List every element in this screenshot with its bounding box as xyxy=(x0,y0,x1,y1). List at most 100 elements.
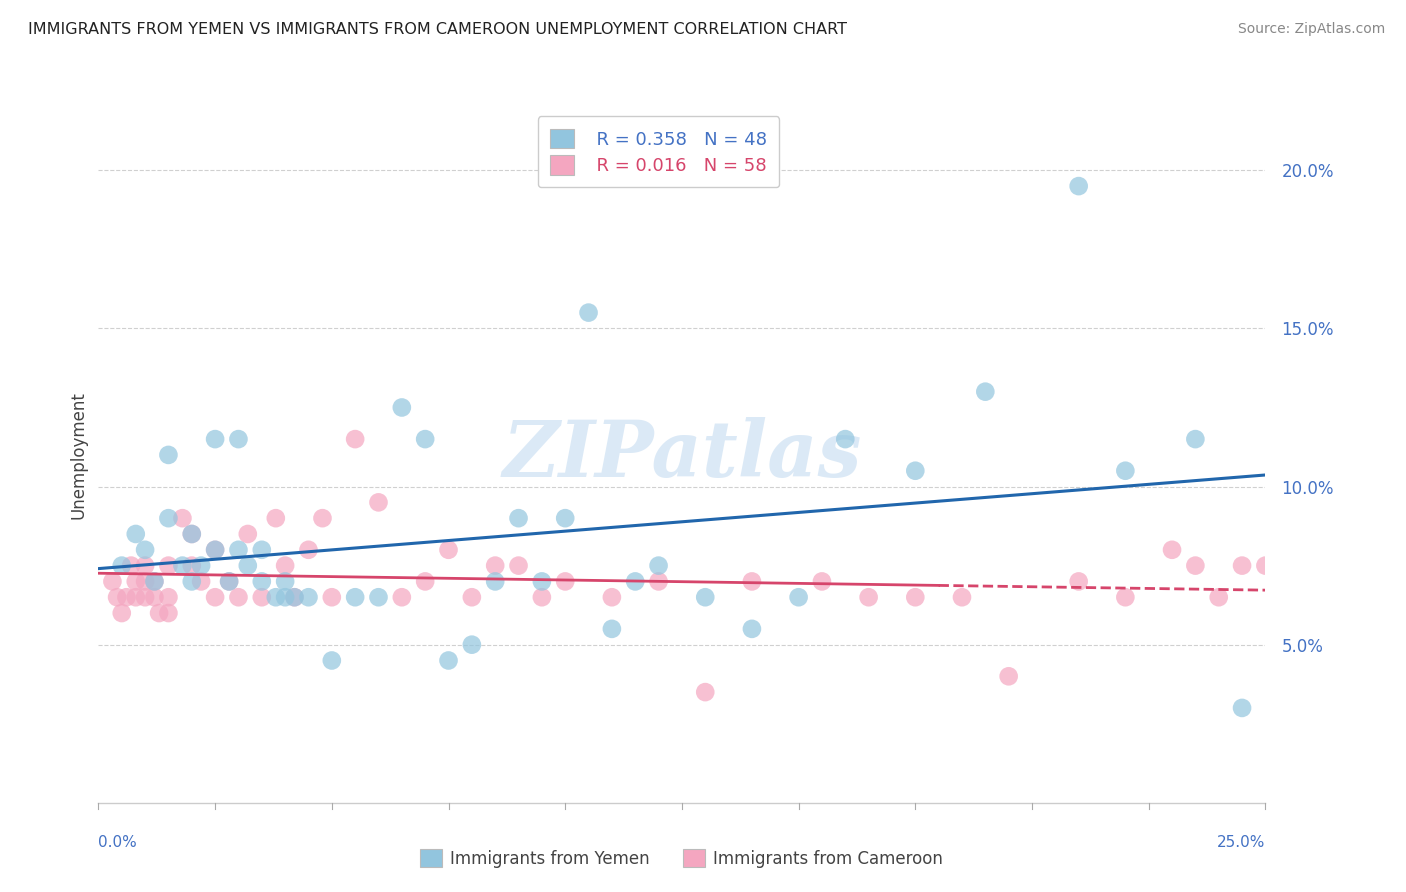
Point xyxy=(190,574,212,589)
Point xyxy=(1184,432,1206,446)
Point xyxy=(508,511,530,525)
Point xyxy=(367,495,389,509)
Point xyxy=(264,511,287,525)
Point xyxy=(125,574,148,589)
Point xyxy=(1067,179,1090,194)
Point xyxy=(367,591,389,605)
Point xyxy=(172,558,194,573)
Point xyxy=(157,591,180,605)
Point xyxy=(250,591,273,605)
Point xyxy=(125,591,148,605)
Point xyxy=(143,574,166,589)
Point xyxy=(157,511,180,525)
Text: ZIPatlas: ZIPatlas xyxy=(502,417,862,493)
Point xyxy=(143,574,166,589)
Point xyxy=(134,591,156,605)
Point xyxy=(461,638,484,652)
Point xyxy=(204,432,226,446)
Point xyxy=(143,591,166,605)
Point xyxy=(180,527,202,541)
Point xyxy=(344,591,367,605)
Point xyxy=(695,591,717,605)
Y-axis label: Unemployment: Unemployment xyxy=(69,391,87,519)
Point xyxy=(218,574,240,589)
Point xyxy=(274,558,297,573)
Point xyxy=(228,591,250,605)
Point xyxy=(111,606,134,620)
Point xyxy=(1161,542,1184,557)
Point xyxy=(461,591,484,605)
Point xyxy=(157,448,180,462)
Point xyxy=(647,574,669,589)
Point xyxy=(904,464,927,478)
Point xyxy=(437,653,460,667)
Point xyxy=(530,591,553,605)
Point xyxy=(115,591,138,605)
Point xyxy=(484,574,506,589)
Point xyxy=(190,558,212,573)
Point xyxy=(111,558,134,573)
Point xyxy=(236,558,259,573)
Point xyxy=(204,542,226,557)
Point xyxy=(437,542,460,557)
Point xyxy=(344,432,367,446)
Point xyxy=(274,591,297,605)
Point xyxy=(554,574,576,589)
Point xyxy=(283,591,305,605)
Point xyxy=(950,591,973,605)
Point xyxy=(413,574,436,589)
Point xyxy=(250,542,273,557)
Point xyxy=(297,542,319,557)
Point xyxy=(484,558,506,573)
Point xyxy=(554,511,576,525)
Text: 0.0%: 0.0% xyxy=(98,836,138,850)
Point xyxy=(413,432,436,446)
Point xyxy=(1114,591,1136,605)
Point xyxy=(1208,591,1230,605)
Point xyxy=(172,511,194,525)
Point xyxy=(624,574,647,589)
Point xyxy=(264,591,287,605)
Point xyxy=(157,558,180,573)
Text: Source: ZipAtlas.com: Source: ZipAtlas.com xyxy=(1237,22,1385,37)
Point xyxy=(741,622,763,636)
Point xyxy=(134,542,156,557)
Point xyxy=(600,622,623,636)
Point xyxy=(600,591,623,605)
Point xyxy=(236,527,259,541)
Point xyxy=(834,432,856,446)
Point xyxy=(1230,701,1253,715)
Legend: Immigrants from Yemen, Immigrants from Cameroon: Immigrants from Yemen, Immigrants from C… xyxy=(411,839,953,878)
Point xyxy=(218,574,240,589)
Point xyxy=(228,432,250,446)
Point xyxy=(204,591,226,605)
Point xyxy=(180,574,202,589)
Point xyxy=(204,542,226,557)
Text: IMMIGRANTS FROM YEMEN VS IMMIGRANTS FROM CAMEROON UNEMPLOYMENT CORRELATION CHART: IMMIGRANTS FROM YEMEN VS IMMIGRANTS FROM… xyxy=(28,22,848,37)
Text: 25.0%: 25.0% xyxy=(1218,836,1265,850)
Point xyxy=(695,685,717,699)
Point xyxy=(101,574,124,589)
Point xyxy=(125,527,148,541)
Point xyxy=(283,591,305,605)
Point xyxy=(1230,558,1253,573)
Point xyxy=(180,558,202,573)
Point xyxy=(811,574,834,589)
Point xyxy=(180,527,202,541)
Point xyxy=(250,574,273,589)
Point xyxy=(974,384,997,399)
Point xyxy=(228,542,250,557)
Point xyxy=(297,591,319,605)
Point xyxy=(157,606,180,620)
Point xyxy=(391,401,413,415)
Point xyxy=(1067,574,1090,589)
Point xyxy=(858,591,880,605)
Point xyxy=(647,558,669,573)
Point xyxy=(321,653,343,667)
Point xyxy=(391,591,413,605)
Point xyxy=(148,606,170,620)
Point xyxy=(1184,558,1206,573)
Point xyxy=(508,558,530,573)
Point xyxy=(134,558,156,573)
Point xyxy=(787,591,810,605)
